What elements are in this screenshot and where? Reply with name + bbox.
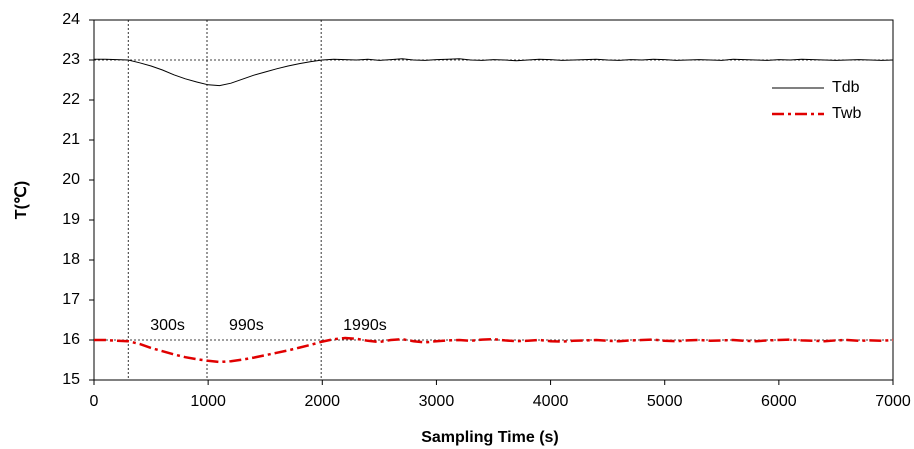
- y-tick-label: 23: [62, 51, 80, 68]
- x-tick-label: 0: [90, 393, 99, 410]
- x-tick-label: 4000: [533, 393, 569, 410]
- x-axis-title: Sampling Time (s): [421, 429, 559, 446]
- y-tick-label: 24: [62, 11, 80, 28]
- legend-label: Tdb: [832, 79, 860, 96]
- x-tick-label: 1000: [190, 393, 226, 410]
- y-tick-label: 16: [62, 331, 80, 348]
- y-axis-title: T(℃): [13, 181, 30, 219]
- y-tick-label: 22: [62, 91, 80, 108]
- plot-frame: [93, 19, 894, 381]
- y-tick-label: 20: [62, 171, 80, 188]
- legend-label: Twb: [832, 105, 861, 122]
- series-line: [94, 336, 894, 364]
- x-tick-label: 3000: [419, 393, 455, 410]
- y-tick-label: 15: [62, 371, 80, 388]
- series-line: [94, 58, 894, 87]
- y-tick-label: 18: [62, 251, 80, 268]
- y-tick-label: 21: [62, 131, 80, 148]
- annotation: 300s: [150, 317, 185, 334]
- y-tick-label: 19: [62, 211, 80, 228]
- y-tick-label: 17: [62, 291, 80, 308]
- x-tick-label: 2000: [304, 393, 340, 410]
- x-tick-label: 6000: [761, 393, 797, 410]
- x-tick-label: 7000: [875, 393, 911, 410]
- annotation: 1990s: [343, 317, 387, 334]
- annotation: 990s: [229, 317, 264, 334]
- x-tick-label: 5000: [647, 393, 683, 410]
